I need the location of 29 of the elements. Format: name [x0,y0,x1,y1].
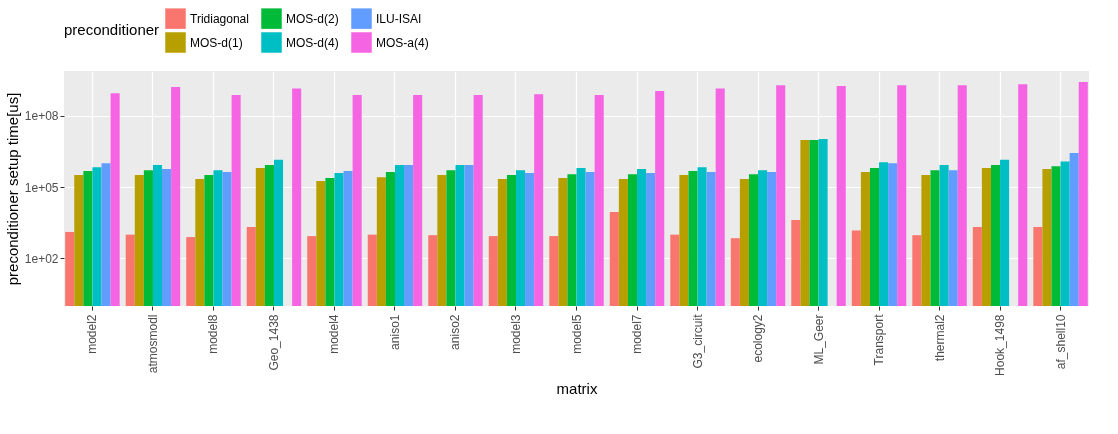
x-tick-label: model3 [508,314,523,354]
legend-label: ILU-ISAI [376,11,422,26]
x-tick-label: model8 [206,314,221,354]
legend-label: MOS-a(4) [376,35,429,50]
x-tick-label: model2 [85,314,100,354]
x-tick-label: ecology2 [751,314,766,363]
y-axis-title: preconditioner setup time[us] [3,92,21,286]
y-tick-label: 1e+08 [24,109,59,124]
x-tick-label: Geo_1438 [266,314,281,371]
x-tick-label: Hook_1498 [993,314,1008,376]
x-tick-label: aniso2 [448,314,463,350]
x-tick-label: model4 [327,314,342,354]
x-tick-label: G3_circuit [690,313,705,369]
legend-title: preconditioner [64,21,160,38]
x-tick-label: af_shell10 [1053,314,1068,370]
x-tick-label: aniso1 [387,314,402,350]
x-tick-label: model5 [569,314,584,354]
x-axis-title: matrix [556,379,598,397]
x-tick-label: model7 [630,314,645,354]
legend-label: MOS-d(4) [286,35,339,50]
x-tick-label: ML_Geer [811,314,826,365]
x-tick-label: thermal2 [932,314,947,362]
legend-label: MOS-d(2) [286,11,339,26]
legend-label: Tridiagonal [190,11,249,26]
y-tick-label: 1e+02 [24,251,59,266]
legend-label: MOS-d(1) [190,35,243,50]
y-tick-label: 1e+05 [24,180,59,195]
x-tick-label: atmosmodl [145,314,160,374]
x-tick-label: Transport [872,313,887,366]
